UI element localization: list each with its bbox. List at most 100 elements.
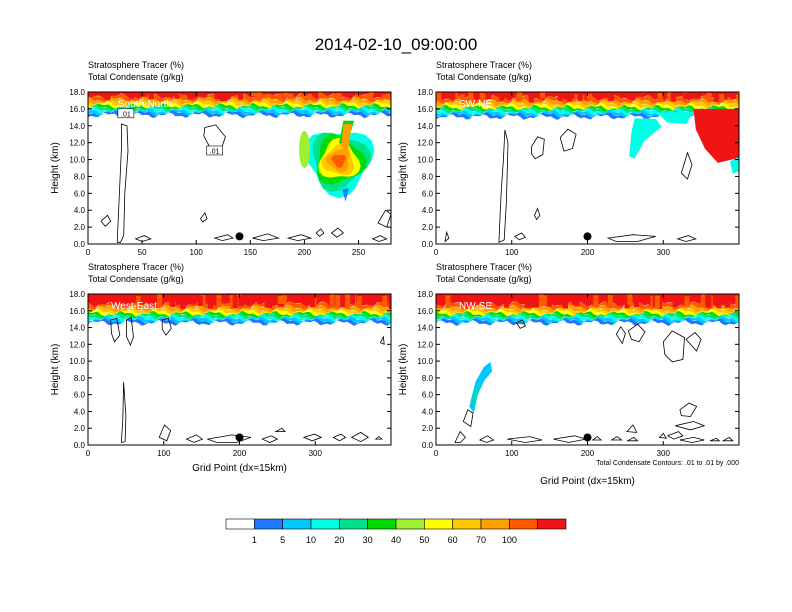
tracer-streak: [452, 92, 458, 100]
tracer-feature: [729, 157, 739, 174]
tracer-band-10: [88, 106, 391, 115]
tracer-streak: [459, 94, 465, 103]
tracer-streak: [477, 295, 483, 305]
tracer-streak: [156, 294, 162, 307]
colorbar-swatch: [225, 518, 255, 530]
tracer-band-1: [88, 110, 391, 119]
condensate-contour: [185, 434, 204, 443]
condensate-contour: [100, 214, 112, 227]
contour-label: .01: [210, 148, 220, 155]
tracer-band-5: [436, 315, 739, 324]
tracer-streak: [350, 294, 355, 305]
condensate-contour: [350, 431, 370, 443]
colorbar-swatch: [339, 518, 368, 530]
location-marker: [235, 433, 244, 442]
tracer-streak: [225, 93, 231, 100]
condensate-contour: [261, 435, 279, 443]
condensate-contour: [658, 432, 668, 439]
condensate-contour: [721, 436, 734, 442]
condensate-contour: [377, 209, 391, 228]
y-tick-label: 0.0: [422, 441, 434, 450]
tracer-streak: [441, 94, 447, 99]
tracer-streak: [256, 92, 262, 101]
y-tick-label: 2.0: [74, 223, 86, 232]
tracer-streak: [528, 93, 534, 103]
colorbar: 1 5 10 20 30 40 50 60 70 100: [225, 518, 567, 545]
tracer-feature: [657, 112, 694, 125]
tracer-band-60: [88, 96, 391, 106]
panel-west-east: 0 100 200 300 0.0 2.0 4.0 6.0 8.0 10.0 12.0 14.0 16.…: [50, 262, 392, 474]
tracer-streak: [385, 93, 391, 100]
condensate-contour: [206, 434, 252, 443]
colorbar-swatch: [254, 518, 283, 530]
panel-nw-se: 0 100 200 300 0.0 2.0 4.0 6.0 8.0 10.0 12.0 14.0 16.…: [398, 262, 740, 487]
y-tick-label: 16.0: [69, 307, 85, 316]
condensate-contour: [200, 211, 208, 223]
panel-label: NW-SE: [459, 301, 492, 312]
condensate-contour: [676, 235, 698, 242]
condensate-contours: [444, 128, 698, 243]
tracer-streak: [309, 295, 315, 308]
y-axis-label: Height (km): [398, 344, 409, 396]
condensate-contour: [126, 316, 134, 347]
colorbar-swatch: [509, 518, 538, 530]
tracer-streak: [345, 294, 351, 309]
colorbar-label: 100: [502, 535, 517, 545]
tracer-streak: [653, 92, 659, 99]
panel-header-tracer: Stratosphere Tracer (%): [436, 60, 532, 70]
condensate-contour: [666, 431, 684, 440]
tracer-streak: [175, 295, 181, 305]
tracer-band-20: [436, 312, 739, 321]
tracer-band-1: [436, 317, 739, 326]
condensate-contour: [302, 433, 323, 442]
x-tick-label: 100: [157, 449, 171, 458]
y-tick-label: 10.0: [69, 156, 85, 165]
contour-label-box: [117, 108, 135, 119]
y-tick-label: 8.0: [74, 172, 86, 181]
condensate-contour: [627, 323, 646, 343]
tracer-band-40: [88, 309, 391, 317]
tracer-streak: [277, 93, 283, 99]
y-tick-label: 12.0: [417, 139, 433, 148]
tracer-band-50: [88, 99, 391, 108]
y-tick-label: 10.0: [417, 156, 433, 165]
tracer-streak: [571, 294, 577, 305]
tracer-streak: [574, 295, 580, 306]
tracer-streak: [527, 295, 533, 305]
colorbar-swatch: [395, 518, 425, 530]
condensate-contour: [626, 424, 638, 433]
panel-header-condensate: Total Condensate (g/kg): [88, 274, 184, 284]
tracer-band-5: [436, 109, 739, 118]
colorbar-label: 5: [280, 535, 285, 545]
condensate-contour: [462, 409, 474, 428]
y-axis-label: Height (km): [50, 142, 61, 194]
tracer-band-40: [436, 308, 739, 317]
tracer-streak: [152, 295, 158, 308]
condensate-contour: [615, 325, 626, 345]
y-tick-label: 18.0: [69, 88, 85, 97]
x-axis-label: Grid Point (dx=15km): [192, 463, 287, 474]
condensate-contours: [454, 319, 734, 443]
x-tick-label: 200: [581, 449, 595, 458]
condensate-contour: [315, 228, 325, 237]
tracer-streak: [724, 295, 730, 308]
y-tick-label: 18.0: [417, 290, 433, 299]
tracer-streak: [88, 93, 94, 97]
condensate-contour: [379, 335, 385, 345]
x-tick-label: 100: [505, 248, 519, 257]
tracer-band-20: [436, 106, 739, 115]
tracer-band-30: [436, 104, 739, 113]
tracer-streak: [731, 92, 737, 99]
tracer-streak: [200, 295, 206, 305]
x-tick-label: 250: [352, 248, 366, 257]
panel-sw-ne: 0 100 200 300 0.0 2.0 4.0 6.0 8.0 10.0 12.0 14.0 16.…: [398, 60, 740, 257]
condensate-contour: [330, 227, 345, 238]
tracer-streak: [608, 92, 614, 101]
tracer-streak: [577, 92, 583, 101]
y-tick-label: 4.0: [74, 206, 86, 215]
colorbar-label: 60: [448, 535, 458, 545]
tracer-streak: [486, 92, 492, 99]
tracer-streak: [329, 294, 335, 309]
tracer-streak: [436, 92, 442, 101]
figure-title: 2014-02-10_09:00:00: [315, 35, 478, 54]
